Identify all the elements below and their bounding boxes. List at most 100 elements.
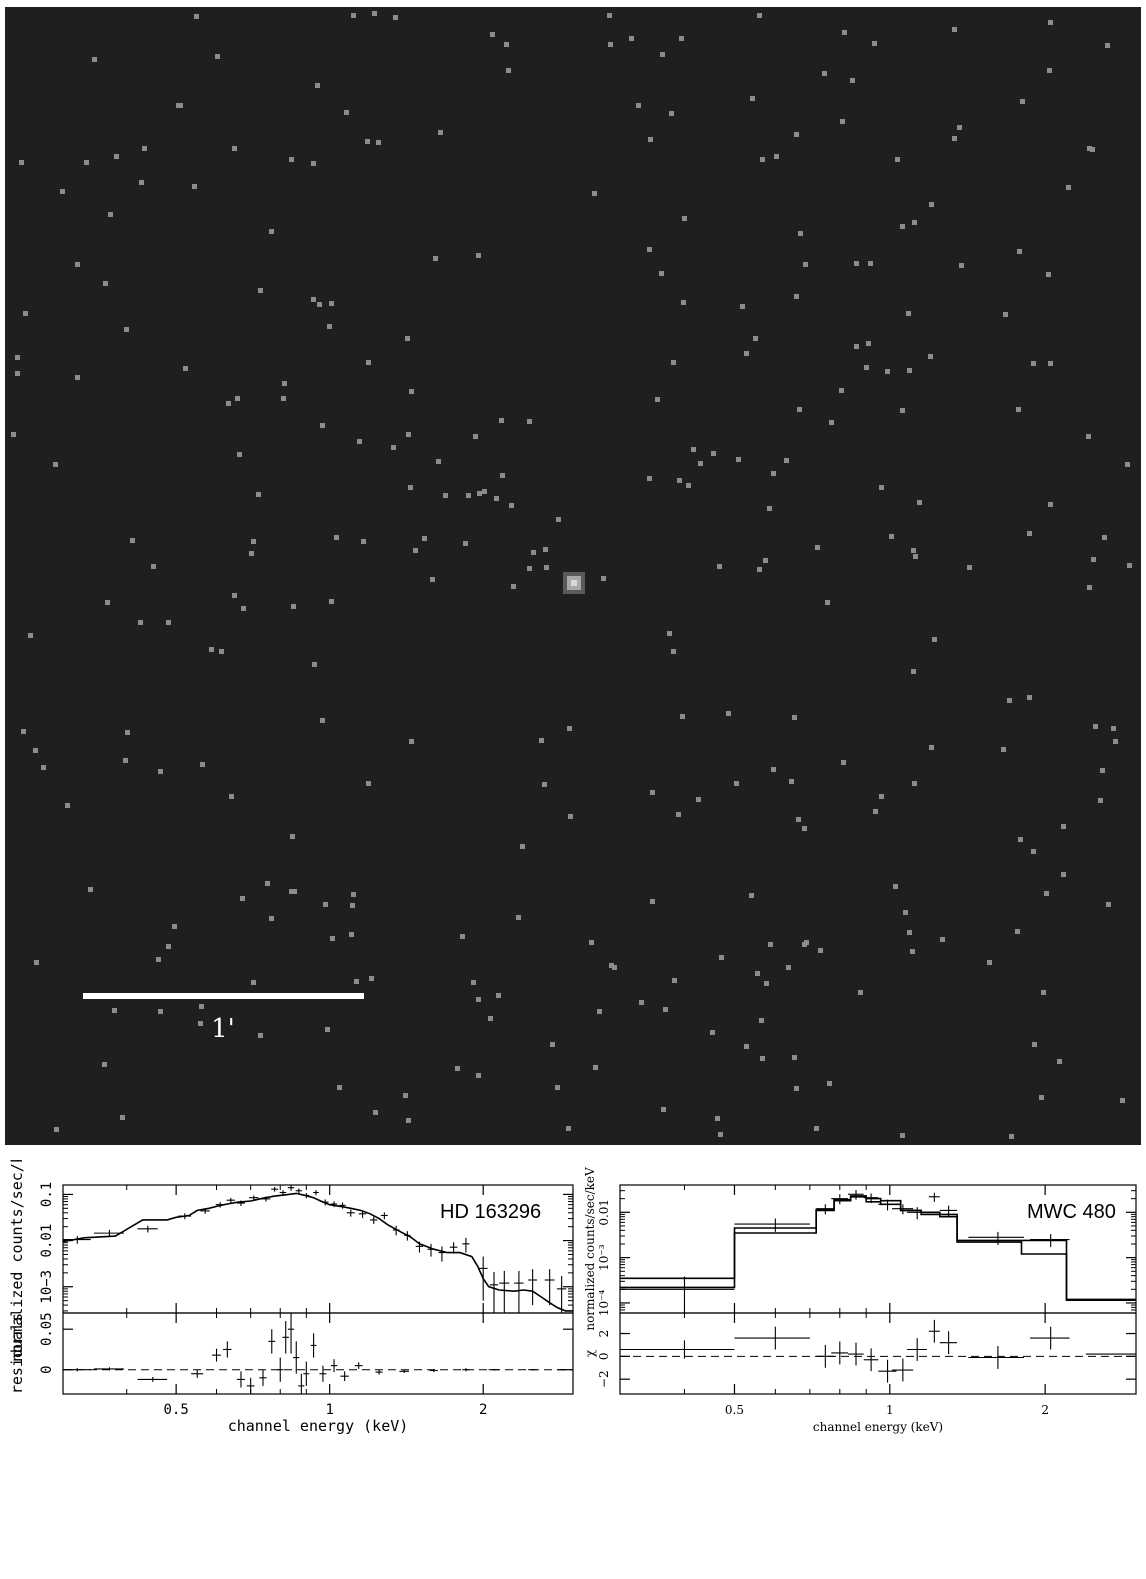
background-photon-pixel (1125, 462, 1130, 467)
background-photon-pixel (15, 371, 20, 376)
background-photon-pixel (289, 157, 294, 162)
background-photon-pixel (717, 564, 722, 569)
background-photon-pixel (825, 600, 830, 605)
background-photon-pixel (698, 461, 703, 466)
background-photon-pixel (608, 42, 613, 47)
background-photon-pixel (928, 354, 933, 359)
background-photon-pixel (667, 631, 672, 636)
background-photon-pixel (237, 452, 242, 457)
residual-tick-label: 0 (597, 1353, 611, 1361)
background-photon-pixel (647, 476, 652, 481)
background-photon-pixel (408, 485, 413, 490)
background-photon-pixel (893, 884, 898, 889)
background-photon-pixel (60, 189, 65, 194)
spectrum-chart-hd163296: 0.5 1 2 0.1 0.01 10−3 0.05 0 HD 163296 channel en… (8, 1160, 574, 1435)
background-photon-pixel (1106, 902, 1111, 907)
background-photon-pixel (842, 30, 847, 35)
background-photon-pixel (763, 558, 768, 563)
background-photon-pixel (822, 71, 827, 76)
background-photon-pixel (771, 767, 776, 772)
background-photon-pixel (910, 949, 915, 954)
background-photon-pixel (539, 738, 544, 743)
background-photon-pixel (680, 714, 685, 719)
background-photon-pixel (1027, 531, 1032, 536)
background-photon-pixel (436, 459, 441, 464)
xray-image-canvas (11, 11, 1132, 1139)
background-photon-pixel (794, 1086, 799, 1091)
background-photon-pixel (734, 781, 739, 786)
background-photon-pixel (686, 483, 691, 488)
background-photon-pixel (520, 844, 525, 849)
background-photon-pixel (907, 930, 912, 935)
residual-tick-label: 0 (39, 1365, 55, 1373)
background-photon-pixel (473, 434, 478, 439)
background-photon-pixel (112, 1008, 117, 1013)
background-photon-pixel (200, 762, 205, 767)
background-photon-pixel (1111, 726, 1116, 731)
background-photon-pixel (114, 154, 119, 159)
background-photon-pixel (477, 491, 482, 496)
background-photon-pixel (376, 140, 381, 145)
background-photon-pixel (311, 161, 316, 166)
background-photon-pixel (291, 604, 296, 609)
background-photon-pixel (661, 1107, 666, 1112)
background-photon-pixel (872, 41, 877, 46)
background-photon-pixel (256, 492, 261, 497)
background-photon-pixel (323, 902, 328, 907)
background-photon-pixel (269, 916, 274, 921)
background-photon-pixel (1003, 312, 1008, 317)
background-photon-pixel (215, 54, 220, 59)
background-photon-pixel (334, 535, 339, 540)
y-tick-label: 10−3 (39, 1270, 55, 1304)
background-photon-pixel (1015, 929, 1020, 934)
background-photon-pixel (858, 990, 863, 995)
background-photon-pixel (676, 812, 681, 817)
background-photon-pixel (794, 294, 799, 299)
background-photon-pixel (443, 493, 448, 498)
background-photon-pixel (907, 368, 912, 373)
background-photon-pixel (814, 1126, 819, 1131)
background-photon-pixel (589, 940, 594, 945)
background-photon-pixel (543, 547, 548, 552)
background-photon-pixel (312, 662, 317, 667)
background-photon-pixel (92, 57, 97, 62)
background-photon-pixel (130, 538, 135, 543)
background-photon-pixel (660, 52, 665, 57)
background-photon-pixel (476, 253, 481, 258)
background-photon-pixel (711, 451, 716, 456)
background-photon-pixel (753, 336, 758, 341)
background-photon-pixel (251, 980, 256, 985)
background-photon-pixel (592, 191, 597, 196)
background-photon-pixel (818, 948, 823, 953)
background-photon-pixel (1086, 434, 1091, 439)
background-photon-pixel (1057, 1059, 1062, 1064)
background-photon-pixel (75, 262, 80, 267)
background-photon-pixel (269, 229, 274, 234)
background-photon-pixel (1061, 824, 1066, 829)
background-photon-pixel (556, 517, 561, 522)
spectrum-chart-mwc480: 0.5 1 2 0.01 10⁻³ 10⁻⁴ 2 0 −2 MWC 480 channel ener… (583, 1167, 1137, 1434)
background-photon-pixel (290, 834, 295, 839)
background-photon-pixel (555, 1085, 560, 1090)
background-photon-pixel (406, 1118, 411, 1123)
background-photon-pixel (1061, 872, 1066, 877)
x-tick-label: 0.5 (163, 1402, 188, 1418)
scale-label: 1' (211, 1014, 235, 1044)
background-photon-pixel (648, 137, 653, 142)
background-photon-pixel (124, 327, 129, 332)
background-photon-pixel (372, 11, 377, 16)
background-photon-pixel (840, 119, 845, 124)
background-photon-pixel (1044, 891, 1049, 896)
background-photon-pixel (803, 262, 808, 267)
background-photon-pixel (120, 1115, 125, 1120)
background-photon-pixel (54, 1127, 59, 1132)
y-tick-label: 10⁻⁴ (597, 1290, 611, 1317)
background-photon-pixel (802, 826, 807, 831)
residual-tick-label: 2 (597, 1330, 611, 1338)
background-photon-pixel (1127, 563, 1132, 568)
background-photon-pixel (1091, 557, 1096, 562)
background-photon-pixel (1105, 43, 1110, 48)
background-photon-pixel (671, 360, 676, 365)
background-photon-pixel (194, 14, 199, 19)
background-photon-pixel (850, 78, 855, 83)
